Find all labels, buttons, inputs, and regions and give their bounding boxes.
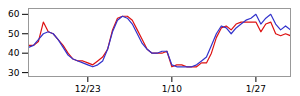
svg-text:1/27: 1/27: [246, 84, 266, 94]
svg-text:60: 60: [8, 9, 20, 19]
svg-text:12/23: 12/23: [75, 84, 101, 94]
svg-text:30: 30: [8, 67, 20, 77]
svg-text:50: 50: [8, 29, 20, 39]
svg-text:1/10: 1/10: [162, 84, 182, 94]
svg-text:40: 40: [8, 48, 20, 58]
